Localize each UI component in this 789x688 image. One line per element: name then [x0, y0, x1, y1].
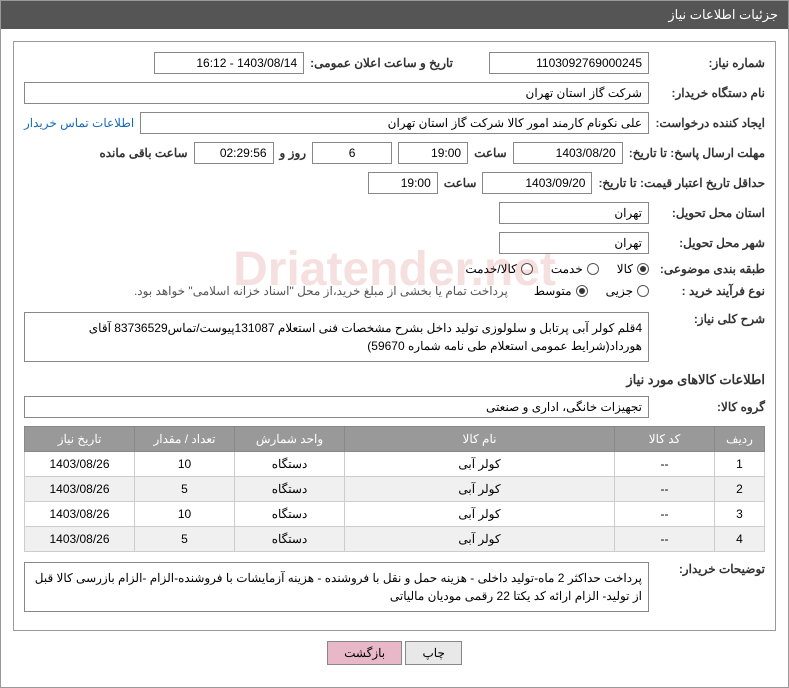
th-qty: تعداد / مقدار	[135, 427, 235, 452]
requester-label: ایجاد کننده درخواست:	[655, 116, 765, 130]
deadline-time: 19:00	[398, 142, 468, 164]
city-label: شهر محل تحویل:	[655, 236, 765, 250]
buyer-notes-label: توضیحات خریدار:	[655, 562, 765, 576]
category-radio-group: کالا خدمت کالا/خدمت	[465, 262, 649, 276]
city-value: تهران	[499, 232, 649, 254]
buyer-notes-text: پرداخت حداکثر 2 ماه-تولید داخلی - هزینه …	[24, 562, 649, 612]
table-row: 3--کولر آبیدستگاه101403/08/26	[25, 502, 765, 527]
group-value: تجهیزات خانگی، اداری و صنعتی	[24, 396, 649, 418]
th-date: تاریخ نیاز	[25, 427, 135, 452]
table-row: 4--کولر آبیدستگاه51403/08/26	[25, 527, 765, 552]
process-radio-group: جزیی متوسط	[534, 284, 649, 298]
radio-both[interactable]: کالا/خدمت	[465, 262, 532, 276]
days-text: روز و	[280, 146, 307, 160]
page-title: جزئیات اطلاعات نیاز	[1, 1, 788, 29]
category-label: طبقه بندی موضوعی:	[655, 262, 765, 276]
process-note: پرداخت تمام یا بخشی از مبلغ خرید،از محل …	[134, 284, 508, 298]
announce-label: تاریخ و ساعت اعلان عمومی:	[310, 56, 453, 70]
th-row: ردیف	[715, 427, 765, 452]
print-button[interactable]: چاپ	[405, 641, 461, 665]
group-label: گروه کالا:	[655, 400, 765, 414]
radio-minor[interactable]: جزیی	[606, 284, 649, 298]
announce-value: 1403/08/14 - 16:12	[154, 52, 304, 74]
th-unit: واحد شمارش	[235, 427, 345, 452]
validity-date: 1403/09/20	[482, 172, 592, 194]
radio-service[interactable]: خدمت	[551, 262, 599, 276]
radio-medium[interactable]: متوسط	[534, 284, 588, 298]
need-number-value: 1103092769000245	[489, 52, 649, 74]
items-section-title: اطلاعات کالاهای مورد نیاز	[24, 372, 765, 388]
validity-label: حداقل تاریخ اعتبار قیمت: تا تاریخ:	[598, 176, 765, 190]
province-label: استان محل تحویل:	[655, 206, 765, 220]
validity-time: 19:00	[368, 172, 438, 194]
time-remaining: 02:29:56	[194, 142, 274, 164]
time-label-2: ساعت	[444, 176, 477, 190]
th-name: نام کالا	[345, 427, 615, 452]
requester-value: علی نکونام کارمند امور کالا شرکت گاز است…	[140, 112, 649, 134]
th-code: کد کالا	[615, 427, 715, 452]
table-row: 2--کولر آبیدستگاه51403/08/26	[25, 477, 765, 502]
contact-link[interactable]: اطلاعات تماس خریدار	[24, 116, 134, 130]
radio-goods[interactable]: کالا	[617, 262, 649, 276]
desc-text: 4قلم کولر آبی پرتابل و سلولوزی تولید داخ…	[24, 312, 649, 362]
remaining-text: ساعت باقی مانده	[99, 146, 187, 160]
process-label: نوع فرآیند خرید :	[655, 284, 765, 298]
table-row: 1--کولر آبیدستگاه101403/08/26	[25, 452, 765, 477]
buyer-org-label: نام دستگاه خریدار:	[655, 86, 765, 100]
need-number-label: شماره نیاز:	[655, 56, 765, 70]
deadline-label: مهلت ارسال پاسخ: تا تاریخ:	[629, 146, 765, 160]
province-value: تهران	[499, 202, 649, 224]
back-button[interactable]: بازگشت	[327, 641, 402, 665]
deadline-date: 1403/08/20	[513, 142, 623, 164]
buyer-org-value: شرکت گاز استان تهران	[24, 82, 649, 104]
time-label-1: ساعت	[474, 146, 507, 160]
days-remaining: 6	[312, 142, 392, 164]
desc-label: شرح کلی نیاز:	[655, 312, 765, 326]
items-table: ردیف کد کالا نام کالا واحد شمارش تعداد /…	[24, 426, 765, 552]
